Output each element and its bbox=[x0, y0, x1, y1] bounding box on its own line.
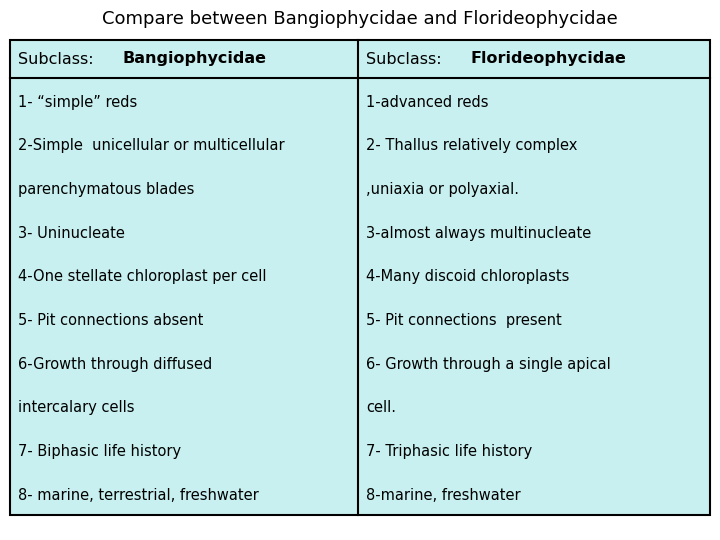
Text: 5- Pit connections absent: 5- Pit connections absent bbox=[18, 313, 203, 328]
Text: Florideophycidae: Florideophycidae bbox=[470, 51, 626, 66]
Text: 1-advanced reds: 1-advanced reds bbox=[366, 94, 488, 110]
Text: 8-marine, freshwater: 8-marine, freshwater bbox=[366, 488, 521, 503]
Text: 2-Simple  unicellular or multicellular: 2-Simple unicellular or multicellular bbox=[18, 138, 284, 153]
Text: 3-almost always multinucleate: 3-almost always multinucleate bbox=[366, 226, 591, 241]
Bar bbox=[10, 40, 710, 515]
Text: parenchymatous blades: parenchymatous blades bbox=[18, 182, 194, 197]
Text: 5- Pit connections  present: 5- Pit connections present bbox=[366, 313, 562, 328]
Text: Bangiophycidae: Bangiophycidae bbox=[122, 51, 266, 66]
Text: 7- Triphasic life history: 7- Triphasic life history bbox=[366, 444, 532, 459]
Text: 4-Many discoid chloroplasts: 4-Many discoid chloroplasts bbox=[366, 269, 570, 285]
Text: ,uniaxia or polyaxial.: ,uniaxia or polyaxial. bbox=[366, 182, 519, 197]
Text: 6- Growth through a single apical: 6- Growth through a single apical bbox=[366, 357, 611, 372]
Text: 2- Thallus relatively complex: 2- Thallus relatively complex bbox=[366, 138, 577, 153]
Text: 3- Uninucleate: 3- Uninucleate bbox=[18, 226, 125, 241]
Text: Compare between Bangiophycidae and Florideophycidae: Compare between Bangiophycidae and Flori… bbox=[102, 10, 618, 28]
Text: 1- “simple” reds: 1- “simple” reds bbox=[18, 94, 138, 110]
Text: 8- marine, terrestrial, freshwater: 8- marine, terrestrial, freshwater bbox=[18, 488, 258, 503]
Text: Subclass:: Subclass: bbox=[18, 51, 99, 66]
Text: 4-One stellate chloroplast per cell: 4-One stellate chloroplast per cell bbox=[18, 269, 266, 285]
Text: intercalary cells: intercalary cells bbox=[18, 401, 135, 415]
Text: 6-Growth through diffused: 6-Growth through diffused bbox=[18, 357, 212, 372]
Text: 7- Biphasic life history: 7- Biphasic life history bbox=[18, 444, 181, 459]
Text: Subclass:: Subclass: bbox=[366, 51, 446, 66]
Text: cell.: cell. bbox=[366, 401, 396, 415]
